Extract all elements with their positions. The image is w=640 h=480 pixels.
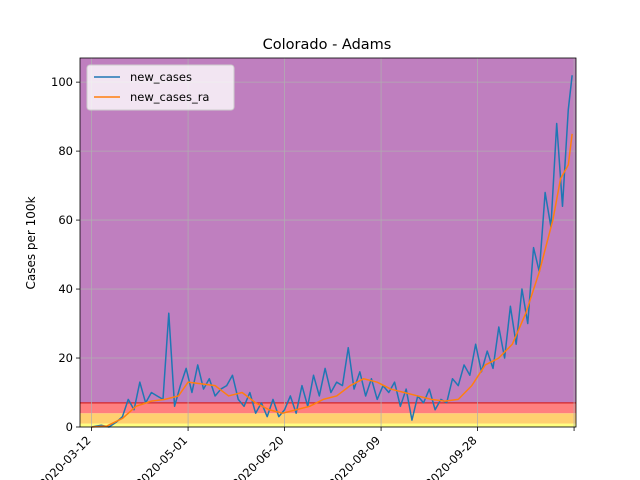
y-axis-label: Cases per 100k	[24, 196, 38, 289]
y-tick-label-3: 60	[58, 213, 73, 227]
series-line-new_cases_ra	[91, 133, 573, 428]
series-line-new_cases	[91, 75, 573, 428]
y-tick-label-0: 0	[66, 420, 73, 434]
y-tick-label-5: 100	[51, 75, 73, 89]
y-tick-label-4: 80	[58, 144, 73, 158]
band-1	[80, 413, 576, 424]
plot-area: 2020-03-12 2020-05-01 2020-06-20 2020-08-09…	[37, 57, 577, 480]
legend-label-new_cases: new_cases	[130, 70, 192, 84]
y-tick-label-1: 20	[58, 351, 73, 365]
y-tick-label-2: 40	[58, 282, 73, 296]
x-tick-label-0: 2020-03-12	[37, 433, 94, 480]
x-tick-label-4: 2020-09-28	[423, 433, 480, 480]
axes-frame	[79, 57, 577, 428]
band-3	[80, 58, 576, 403]
x-tick-label-3: 2020-08-09	[326, 433, 383, 480]
legend: new_cases new_cases_ra	[86, 64, 235, 111]
legend-box	[86, 64, 235, 111]
band-0	[80, 423, 576, 427]
x-tick-label-1: 2020-05-01	[133, 433, 190, 480]
legend-label-new_cases_ra: new_cases_ra	[130, 90, 209, 104]
band-2	[80, 402, 576, 414]
x-tick-label-2: 2020-06-20	[230, 433, 287, 480]
chart-title: Colorado - Adams	[263, 37, 392, 53]
